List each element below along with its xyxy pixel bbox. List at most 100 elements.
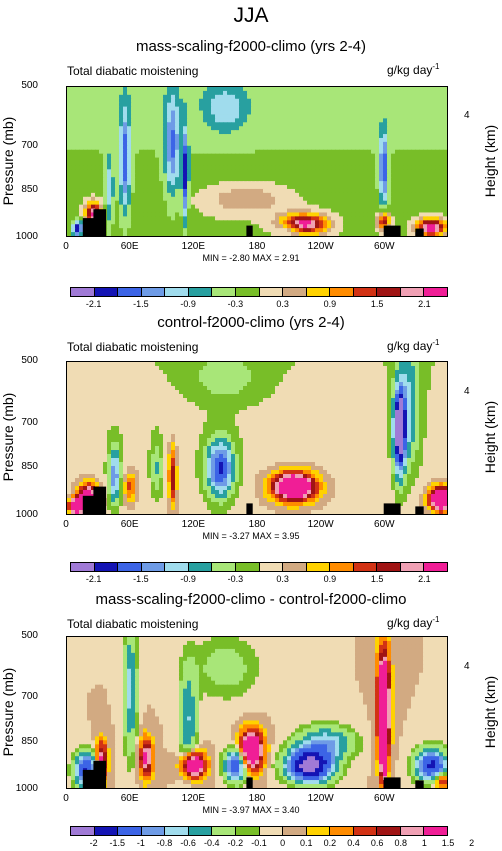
field-cell [263,414,268,419]
field-cell [231,386,236,391]
field-cell [251,374,256,379]
field-cell [415,382,420,387]
field-cell [307,122,312,127]
field-cell [123,118,128,123]
field-cell [359,177,364,182]
field-cell [327,204,332,210]
field-cell [131,382,136,387]
field-cell [359,386,364,391]
field-cell [135,126,140,131]
field-cell [255,114,260,119]
field-cell [319,114,324,119]
field-cell [299,208,304,214]
field-cell [299,149,304,155]
field-cell [259,169,264,174]
field-cell [179,118,184,123]
field-cell [415,153,420,159]
field-cell [163,149,168,155]
field-cell [335,232,340,236]
field-cell [399,137,404,143]
field-cell [427,94,432,100]
field-cell [171,137,176,143]
field-cell [299,370,304,375]
field-cell [263,366,268,371]
field-cell [159,87,164,92]
field-cell [327,366,332,371]
field-cell [239,137,244,143]
field-cell [387,130,392,135]
field-cell [439,192,444,198]
field-cell [155,153,160,159]
field-cell [135,402,140,407]
field-cell [419,87,424,92]
field-cell [431,169,436,174]
field-cell [387,382,392,387]
field-cell [295,414,300,419]
field-cell [331,118,336,123]
field-cell [87,374,92,379]
field-cell [331,185,336,190]
field-cell [163,410,168,415]
field-cell [135,390,140,395]
field-cell [275,216,280,221]
field-cell [263,394,268,399]
field-cell [399,224,404,229]
field-cell [363,406,368,411]
field-cell [187,122,192,127]
field-cell [251,161,256,167]
field-cell [251,366,256,371]
field-cell [391,394,396,399]
field-cell [283,370,288,375]
field-cell [271,181,276,186]
field-cell [243,212,248,217]
field-cell [279,192,284,198]
field-cell [327,87,332,92]
field-cell [71,216,76,221]
field-cell [339,94,344,100]
field-cell [419,200,424,206]
field-cell [279,394,284,399]
field-cell [187,418,192,423]
field-cell [123,414,128,419]
field-cell [255,87,260,92]
field-cell [91,414,96,419]
field-cell [395,153,400,159]
field-cell [355,382,360,387]
field-cell [207,165,212,170]
field-cell [403,208,408,214]
field-cell [347,130,352,135]
field-cell [307,390,312,395]
field-cell [311,204,316,210]
field-cell [195,169,200,174]
field-cell [331,90,336,96]
field-cell [227,102,232,108]
field-cell [219,137,224,143]
field-cell [175,188,180,194]
field-cell [147,398,152,403]
field-cell [119,165,124,170]
field-cell [247,137,252,143]
field-cell [355,212,360,217]
field-cell [411,90,416,96]
field-cell [171,204,176,210]
field-cell [379,169,384,174]
field-cell [307,228,312,233]
field-cell [75,394,80,399]
field-cell [391,106,396,112]
field-cell [207,366,212,371]
field-cell [331,169,336,174]
field-cell [295,382,300,387]
panel-2-units: g/kg day-1 [387,338,440,353]
field-cell [287,212,292,217]
field-cell [375,192,380,198]
field-cell [331,122,336,127]
field-cell [75,212,80,217]
field-cell [179,386,184,391]
field-cell [323,204,328,210]
field-cell [439,414,444,419]
field-cell [367,362,372,367]
field-cell [315,208,320,214]
field-cell [295,110,300,116]
field-cell [71,122,76,127]
field-cell [291,102,296,108]
